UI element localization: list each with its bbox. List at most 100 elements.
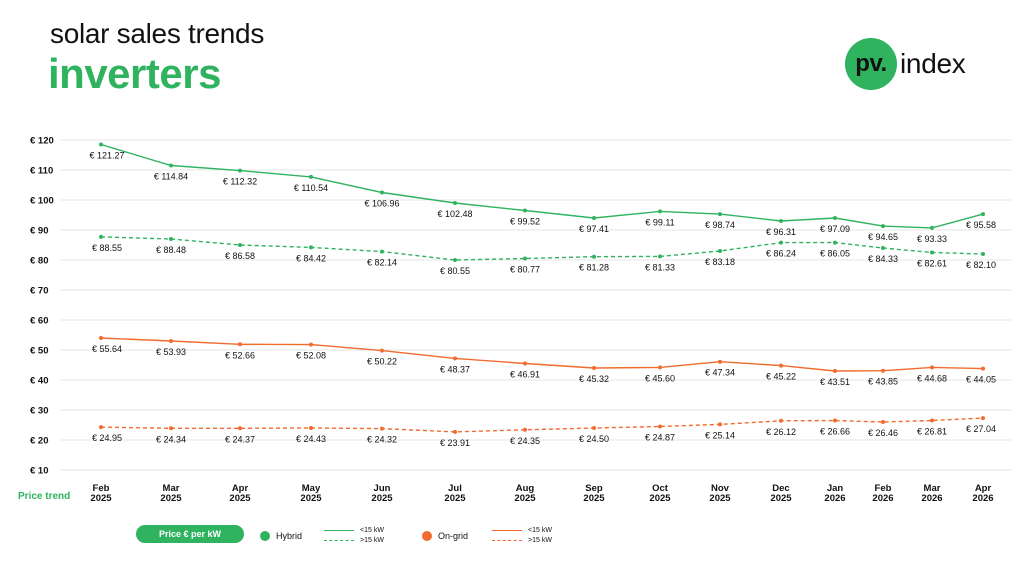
x-tick-label: May xyxy=(302,483,321,494)
data-label: € 112.32 xyxy=(223,177,257,187)
dashed-line-icon xyxy=(324,540,354,541)
data-label: € 24.34 xyxy=(156,434,186,444)
x-tick-label: Feb xyxy=(875,483,892,494)
data-point xyxy=(238,342,242,347)
data-point xyxy=(380,426,384,431)
y-tick-label: € 110 xyxy=(30,166,53,177)
y-tick-label: € 20 xyxy=(30,436,49,447)
data-label: € 106.96 xyxy=(364,199,399,209)
data-label: € 97.41 xyxy=(579,224,609,234)
data-label: € 98.74 xyxy=(705,220,735,230)
x-tick-label: Apr xyxy=(232,483,249,494)
y-tick-label: € 120 xyxy=(30,136,54,147)
data-label: € 94.65 xyxy=(868,232,898,242)
data-label: € 88.55 xyxy=(92,243,122,253)
x-tick-label: Jul xyxy=(448,483,462,494)
data-label: € 47.34 xyxy=(705,368,735,378)
x-tick-label: 2025 xyxy=(583,493,605,504)
data-point xyxy=(833,369,837,373)
x-tick-label: 2026 xyxy=(872,493,893,504)
dashed-line-icon xyxy=(492,540,522,541)
data-label: € 53.93 xyxy=(156,347,186,357)
x-tick-label: Jun xyxy=(374,483,391,494)
data-label: € 26.12 xyxy=(766,427,796,437)
data-label: € 81.33 xyxy=(645,262,675,272)
data-point xyxy=(99,425,103,430)
y-tick-label: € 80 xyxy=(30,256,49,267)
data-label: € 81.28 xyxy=(579,263,609,273)
legend-hybrid-gt15-label: >15 kW xyxy=(360,537,384,544)
data-point xyxy=(453,429,457,434)
data-point xyxy=(309,426,313,430)
data-point xyxy=(779,240,783,245)
data-label: € 121.27 xyxy=(89,151,124,161)
data-point xyxy=(930,418,934,423)
price-trend-label: Price trend xyxy=(18,491,70,502)
data-label: € 95.58 xyxy=(966,220,996,230)
x-tick-label: 2025 xyxy=(90,493,112,504)
data-label: € 45.32 xyxy=(579,374,609,384)
chart-title: inverters xyxy=(48,50,221,97)
data-label: € 44.05 xyxy=(966,375,996,385)
data-point xyxy=(169,426,173,431)
data-label: € 52.08 xyxy=(296,351,326,361)
data-label: € 43.51 xyxy=(820,377,850,387)
x-tick-label: 2025 xyxy=(229,493,251,504)
data-point xyxy=(881,246,885,250)
data-point xyxy=(592,216,596,220)
x-tick-label: 2025 xyxy=(160,493,182,504)
data-point xyxy=(779,219,783,223)
data-label: € 43.85 xyxy=(868,377,898,387)
x-tick-label: Jan xyxy=(827,483,844,494)
x-tick-label: Mar xyxy=(163,483,180,494)
y-tick-label: € 30 xyxy=(30,406,49,417)
data-point xyxy=(881,368,885,373)
data-point xyxy=(169,237,173,241)
x-tick-label: 2025 xyxy=(444,493,466,504)
data-point xyxy=(523,208,527,213)
data-point xyxy=(833,216,837,220)
data-point xyxy=(833,418,837,423)
data-label: € 24.50 xyxy=(579,434,609,444)
legend-ongrid-gt15: >15 kW xyxy=(492,537,552,544)
legend-hybrid-lt15: <15 kW xyxy=(324,527,384,534)
data-point xyxy=(833,240,837,245)
x-tick-label: 2026 xyxy=(972,493,993,504)
data-point xyxy=(718,359,722,364)
legend-hybrid-lt15-label: <15 kW xyxy=(360,527,384,534)
data-label: € 86.05 xyxy=(820,249,850,259)
data-label: € 24.32 xyxy=(367,435,397,445)
data-point xyxy=(930,365,934,370)
data-point xyxy=(453,356,457,361)
x-tick-label: 2025 xyxy=(514,493,536,504)
data-label: € 24.37 xyxy=(225,434,255,444)
data-label: € 50.22 xyxy=(367,357,397,367)
data-point xyxy=(453,201,457,205)
data-label: € 24.43 xyxy=(296,434,326,444)
data-point xyxy=(453,258,457,262)
data-point xyxy=(981,252,985,256)
y-tick-label: € 50 xyxy=(30,346,49,357)
x-tick-label: Apr xyxy=(975,483,992,494)
data-point xyxy=(238,426,242,431)
data-point xyxy=(981,212,985,217)
y-tick-label: € 100 xyxy=(30,196,54,207)
data-label: € 84.33 xyxy=(868,254,898,264)
data-point xyxy=(238,168,242,173)
data-label: € 80.77 xyxy=(510,265,540,275)
solid-line-icon xyxy=(324,530,354,531)
legend-hybrid-label: Hybrid xyxy=(276,531,303,541)
x-tick-label: Aug xyxy=(516,483,535,494)
data-point xyxy=(718,249,722,253)
data-point xyxy=(779,363,783,368)
data-point xyxy=(99,234,103,239)
series-line-ongrid_gt15 xyxy=(100,417,984,433)
data-point xyxy=(99,142,103,147)
data-point xyxy=(309,342,313,347)
data-label: € 46.91 xyxy=(510,370,540,380)
chart-subtitle: solar sales trends xyxy=(50,18,265,49)
data-label: € 99.52 xyxy=(510,217,540,227)
data-label: € 25.14 xyxy=(705,430,735,440)
data-point xyxy=(309,245,313,250)
data-label: € 80.55 xyxy=(440,266,470,276)
